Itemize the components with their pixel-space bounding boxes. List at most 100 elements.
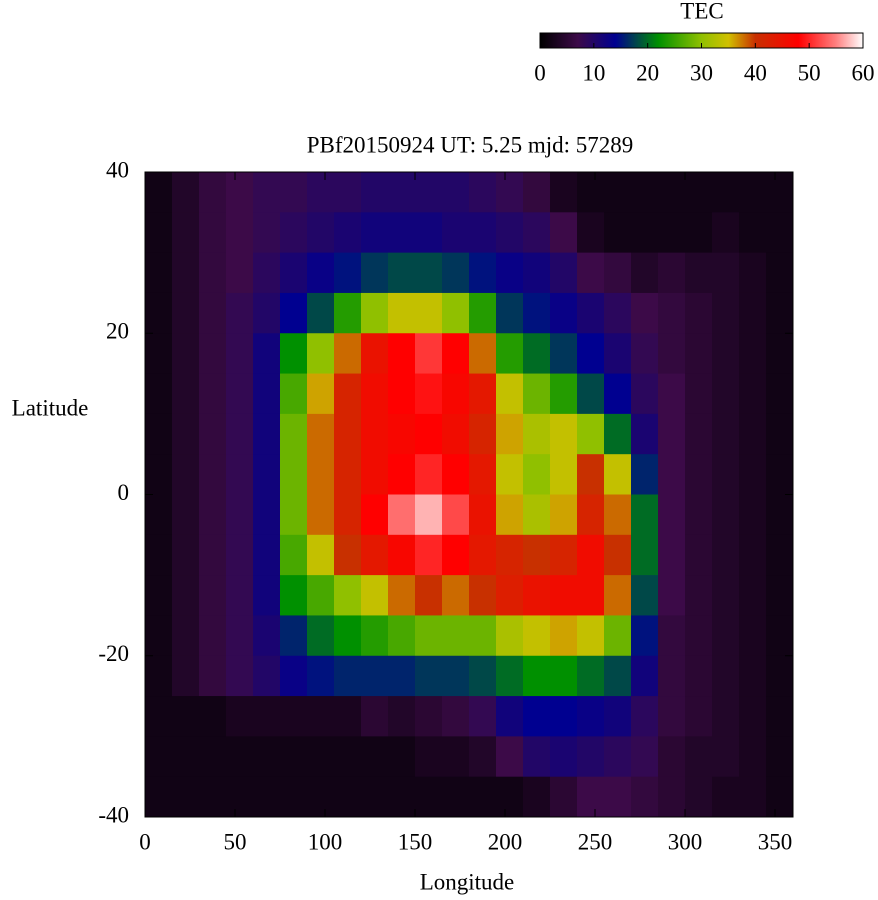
- heat-cell: [334, 575, 362, 616]
- heat-cell: [550, 575, 578, 616]
- heat-cell: [496, 696, 524, 737]
- heat-cell: [766, 575, 794, 616]
- heat-cell: [307, 615, 335, 657]
- heat-cell: [226, 696, 254, 737]
- x-tick-label: 0: [139, 829, 151, 854]
- heat-cell: [766, 655, 794, 697]
- heat-cell: [712, 696, 740, 737]
- heat-cell: [172, 696, 200, 737]
- heat-cell: [334, 373, 362, 415]
- heat-cell: [685, 696, 713, 737]
- heat-cell: [226, 373, 254, 415]
- heat-cell: [550, 454, 578, 495]
- heat-cell: [469, 172, 497, 213]
- heat-cell: [226, 292, 254, 334]
- heat-cell: [604, 252, 632, 294]
- heat-cell: [739, 413, 767, 455]
- heat-cell: [766, 534, 794, 576]
- heat-cell: [388, 333, 416, 375]
- heat-cell: [172, 413, 200, 455]
- heat-cell: [361, 494, 389, 536]
- heat-cell: [766, 413, 794, 455]
- heat-cell: [226, 454, 254, 495]
- heat-cell: [496, 252, 524, 294]
- heat-cell: [388, 494, 416, 536]
- heat-cell: [145, 736, 173, 778]
- heat-cell: [739, 494, 767, 536]
- heat-cell: [523, 333, 551, 375]
- heat-cell: [496, 655, 524, 697]
- heat-cell: [658, 575, 686, 616]
- heat-cell: [550, 615, 578, 657]
- heat-cell: [550, 373, 578, 415]
- heat-cell: [388, 736, 416, 778]
- heat-cell: [388, 776, 416, 818]
- heat-cell: [469, 494, 497, 536]
- heat-cell: [469, 454, 497, 495]
- heat-cell: [577, 655, 605, 697]
- heat-cell: [172, 736, 200, 778]
- heat-cell: [334, 172, 362, 213]
- heat-cell: [712, 413, 740, 455]
- heat-cell: [658, 534, 686, 576]
- heat-cell: [739, 212, 767, 254]
- heat-cell: [739, 292, 767, 334]
- y-axis-label: Latitude: [12, 395, 89, 420]
- heat-cell: [739, 776, 767, 818]
- heat-cell: [685, 615, 713, 657]
- heat-cell: [172, 776, 200, 818]
- heat-cell: [523, 212, 551, 254]
- heat-cell: [307, 292, 335, 334]
- heat-cell: [280, 333, 308, 375]
- heat-cell: [199, 575, 227, 616]
- heat-cell: [280, 252, 308, 294]
- heat-cell: [415, 454, 443, 495]
- heat-cell: [577, 534, 605, 576]
- heat-cell: [604, 172, 632, 213]
- heat-cell: [658, 655, 686, 697]
- heat-cell: [469, 252, 497, 294]
- heat-cell: [577, 615, 605, 657]
- heat-cell: [361, 333, 389, 375]
- heat-cell: [712, 534, 740, 576]
- heat-cell: [253, 696, 281, 737]
- heat-cell: [631, 252, 659, 294]
- heat-cell: [280, 696, 308, 737]
- heat-cell: [307, 413, 335, 455]
- heat-cell: [388, 212, 416, 254]
- heat-cell: [766, 373, 794, 415]
- heat-cell: [361, 292, 389, 334]
- heat-cell: [388, 373, 416, 415]
- heat-cell: [577, 172, 605, 213]
- heat-cell: [253, 575, 281, 616]
- heat-cell: [145, 413, 173, 455]
- heat-cell: [334, 454, 362, 495]
- x-tick-label: 350: [758, 829, 793, 854]
- heat-cell: [523, 454, 551, 495]
- heat-cell: [307, 454, 335, 495]
- heat-cell: [334, 736, 362, 778]
- heat-cell: [469, 333, 497, 375]
- heat-cell: [631, 736, 659, 778]
- heat-cell: [253, 292, 281, 334]
- heat-cell: [766, 333, 794, 375]
- heat-cell: [442, 696, 470, 737]
- heat-cell: [712, 373, 740, 415]
- heat-cell: [361, 776, 389, 818]
- heat-cell: [739, 252, 767, 294]
- heat-cell: [604, 333, 632, 375]
- heat-cell: [523, 655, 551, 697]
- heat-cell: [253, 172, 281, 213]
- heat-cell: [280, 373, 308, 415]
- heat-cell: [658, 454, 686, 495]
- heat-cell: [550, 292, 578, 334]
- heat-cell: [739, 454, 767, 495]
- heat-cell: [469, 534, 497, 576]
- heat-cell: [442, 212, 470, 254]
- heat-cell: [523, 252, 551, 294]
- heat-cell: [469, 655, 497, 697]
- heat-cell: [766, 776, 794, 818]
- heat-cell: [307, 212, 335, 254]
- heat-cell: [496, 494, 524, 536]
- heat-cell: [550, 494, 578, 536]
